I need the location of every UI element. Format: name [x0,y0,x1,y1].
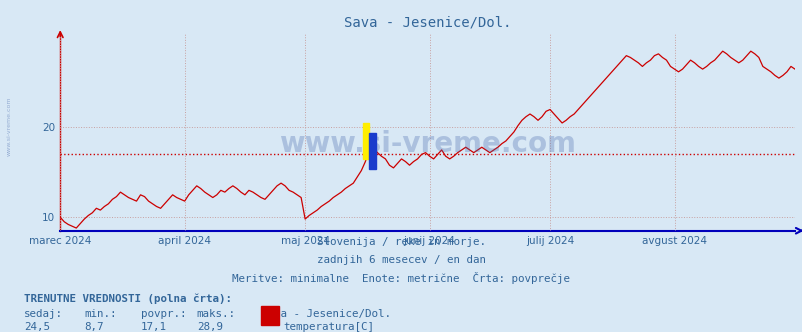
Text: min.:: min.: [84,309,116,319]
Text: 8,7: 8,7 [84,322,103,332]
Text: sedaj:: sedaj: [24,309,63,319]
Text: www.si-vreme.com: www.si-vreme.com [6,96,11,156]
Text: Meritve: minimalne  Enote: metrične  Črta: povprečje: Meritve: minimalne Enote: metrične Črta:… [233,272,569,284]
Text: 28,9: 28,9 [196,322,222,332]
Bar [369,133,375,169]
Text: www.si-vreme.com: www.si-vreme.com [279,130,575,158]
Text: temperatura[C]: temperatura[C] [283,322,374,332]
Text: TRENUTNE VREDNOSTI (polna črta):: TRENUTNE VREDNOSTI (polna črta): [24,294,232,304]
Text: 17,1: 17,1 [140,322,166,332]
Text: zadnjih 6 mesecev / en dan: zadnjih 6 mesecev / en dan [317,255,485,265]
Title: Sava - Jesenice/Dol.: Sava - Jesenice/Dol. [343,15,511,29]
Text: 24,5: 24,5 [24,322,50,332]
Bar [363,124,369,159]
Text: maks.:: maks.: [196,309,236,319]
Text: povpr.:: povpr.: [140,309,186,319]
Text: Sava - Jesenice/Dol.: Sava - Jesenice/Dol. [261,309,391,319]
Text: Slovenija / reke in morje.: Slovenija / reke in morje. [317,237,485,247]
